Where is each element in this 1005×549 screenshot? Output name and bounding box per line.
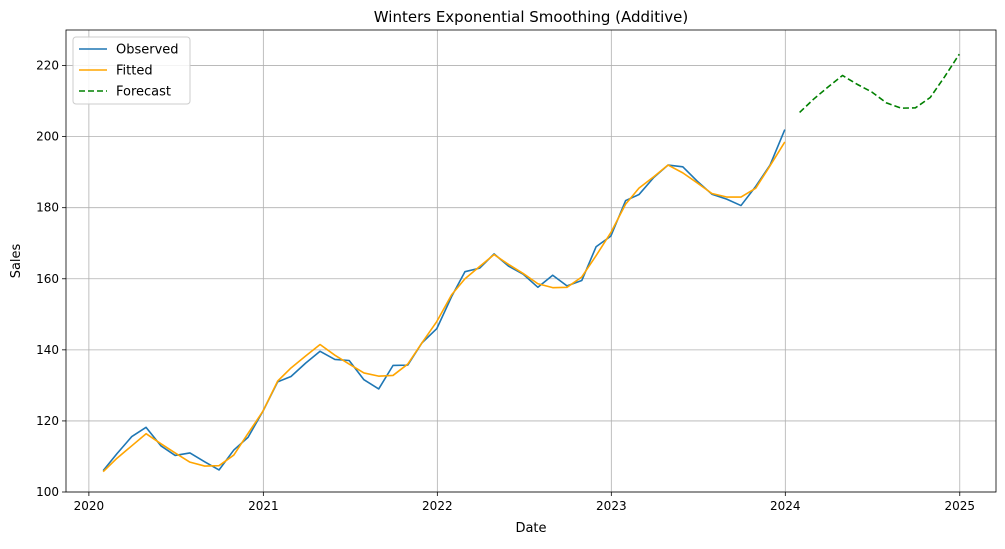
chart-title: Winters Exponential Smoothing (Additive) bbox=[374, 8, 688, 26]
x-tick-label: 2021 bbox=[248, 499, 279, 513]
forecast-series-line bbox=[799, 53, 960, 114]
x-tick-label: 2022 bbox=[422, 499, 453, 513]
series-lines bbox=[102, 53, 960, 473]
fitted-series-line bbox=[102, 141, 786, 473]
y-axis-label: Sales bbox=[9, 243, 24, 278]
y-tick-label: 100 bbox=[36, 485, 59, 499]
y-tick-label: 160 bbox=[36, 272, 59, 286]
y-tick-label: 220 bbox=[36, 59, 59, 73]
y-tick-label: 120 bbox=[36, 414, 59, 428]
x-axis-label: Date bbox=[515, 521, 546, 536]
x-tick-label: 2023 bbox=[596, 499, 627, 513]
y-tick-label: 140 bbox=[36, 343, 59, 357]
observed-series-line bbox=[102, 129, 786, 472]
legend: Observed Fitted Forecast bbox=[72, 36, 191, 105]
x-tick-label: 2024 bbox=[770, 499, 801, 513]
legend-label-fitted: Fitted bbox=[116, 64, 153, 79]
plot-frame bbox=[65, 29, 997, 493]
legend-frame bbox=[72, 36, 191, 105]
y-tick-label: 180 bbox=[36, 201, 59, 215]
axis-ticks: 2020 2021 2022 2023 2024 2025 100 120 140 160 180 2… bbox=[36, 59, 975, 513]
x-tick-label: 2025 bbox=[944, 499, 975, 513]
legend-label-forecast: Forecast bbox=[116, 85, 171, 100]
x-tick-label: 2020 bbox=[74, 499, 105, 513]
legend-label-observed: Observed bbox=[116, 43, 179, 58]
y-tick-label: 200 bbox=[36, 130, 59, 144]
